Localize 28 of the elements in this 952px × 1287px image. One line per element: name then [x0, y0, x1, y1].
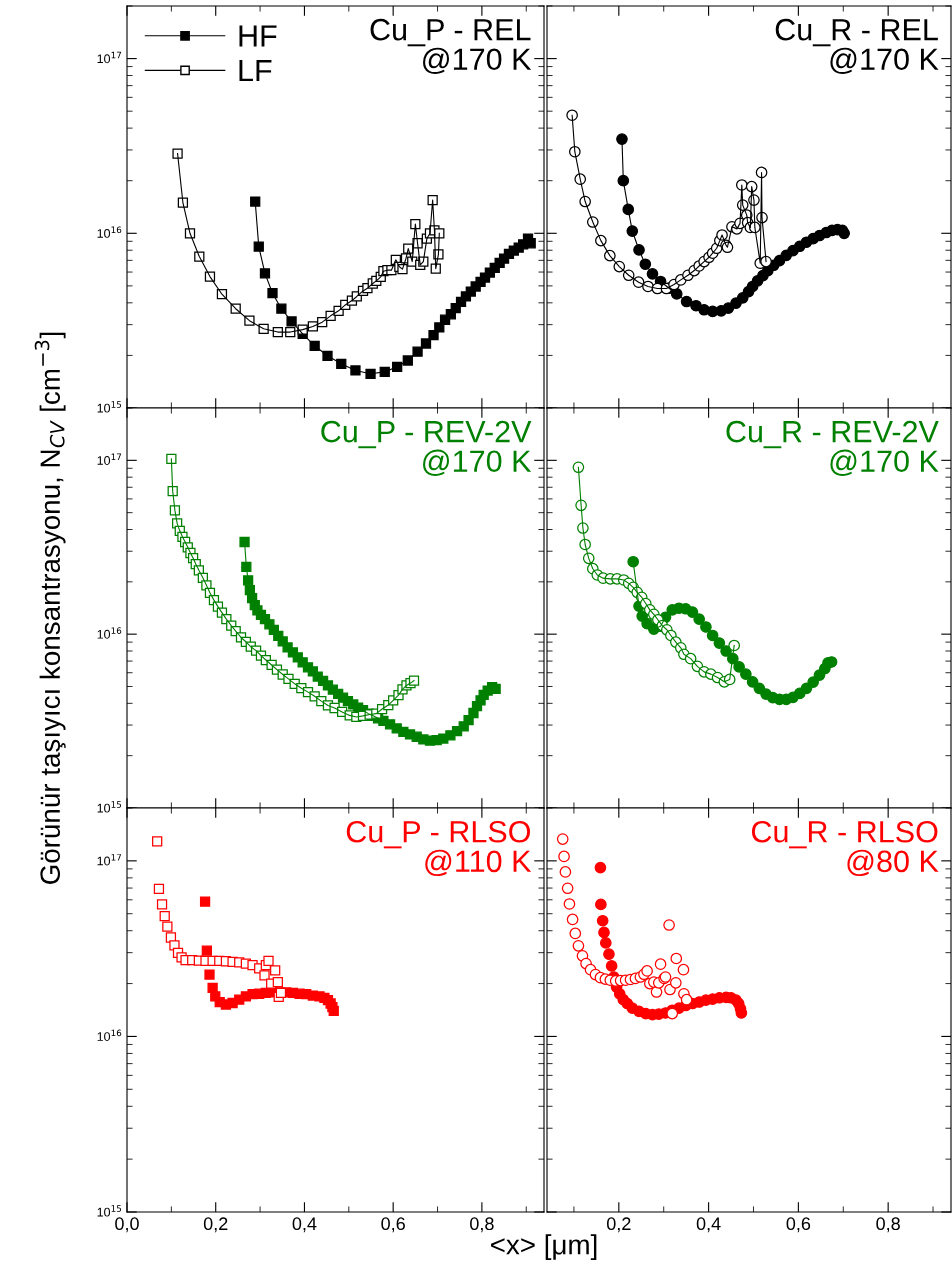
x-tick-label: 0,4 — [696, 1217, 721, 1233]
text: Cu_R - REV-2V @170 K — [726, 420, 939, 476]
y-tick-label: 10$^{17}$ — [97, 51, 122, 64]
x-tick-label: 0,4 — [292, 1217, 317, 1233]
legend-label: HF — [239, 25, 277, 47]
y-tick-label: 10$^{15}$ — [97, 801, 122, 813]
text: Cu_R - RLSO @80 K — [751, 820, 939, 877]
x-axis-title: <x> [μm] — [491, 1234, 597, 1261]
text: Cu_R - REL @170 K — [775, 18, 939, 75]
y-tick-label: 10$^{16}$ — [97, 1029, 122, 1041]
text: Cu_P - RLSO @110 K — [346, 820, 532, 877]
x-tick-label: 0,2 — [203, 1217, 228, 1233]
y-tick-label: 10$^{16}$ — [97, 627, 122, 639]
y-tick-label: 10$^{15}$ — [97, 1205, 122, 1217]
x-tick-label: 0,8 — [470, 1217, 494, 1233]
x-tick-label: 0,2 — [606, 1217, 631, 1233]
x-tick-label: 0,6 — [381, 1217, 405, 1233]
y-tick-label: 10$^{16}$ — [97, 226, 122, 238]
y-tick-label: 10$^{17}$ — [97, 854, 122, 866]
x-tick-label: 0,0 — [115, 1217, 139, 1233]
text: Cu_P - REL @170 K — [370, 18, 532, 75]
y-tick-label: 10$^{17}$ — [97, 453, 122, 465]
x-tick-label: 0,8 — [876, 1217, 900, 1233]
text: Cu_P - REV-2V @170 K — [321, 420, 532, 476]
x-tick-label: 0,6 — [786, 1217, 811, 1233]
y-tick-label: 10$^{15}$ — [97, 401, 122, 413]
y-axis-title: Görünür taşıyıcı konsantrasyonu, N$_{CV}$ [cm$^{−3}$] — [34, 332, 66, 884]
legend-label: LF — [239, 60, 272, 82]
